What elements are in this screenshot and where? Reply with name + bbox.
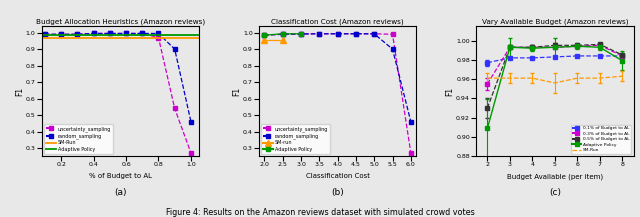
Title: Budget Allocation Heuristics (Amazon reviews): Budget Allocation Heuristics (Amazon rev… <box>36 18 205 25</box>
Title: Classification Cost (Amazon reviews): Classification Cost (Amazon reviews) <box>271 18 404 25</box>
Legend: uncertainty_sampling, random_sampling, SM-Run, Adaptive Policy: uncertainty_sampling, random_sampling, S… <box>44 124 113 154</box>
Title: Vary Available Budget (Amazon reviews): Vary Available Budget (Amazon reviews) <box>482 18 628 25</box>
Text: (a): (a) <box>114 188 127 197</box>
X-axis label: Budget Available (per item): Budget Available (per item) <box>507 173 603 179</box>
Y-axis label: F1: F1 <box>445 87 454 96</box>
Legend: 0.1% of Budget to AL, 0.3% of Budget to AL, 0.5% of Budget to AL, Adaptive Polic: 0.1% of Budget to AL, 0.3% of Budget to … <box>570 125 632 154</box>
X-axis label: Classification Cost: Classification Cost <box>306 173 370 179</box>
Text: (b): (b) <box>332 188 344 197</box>
Text: Figure 4: Results on the Amazon reviews dataset with simulated crowd votes: Figure 4: Results on the Amazon reviews … <box>166 208 474 217</box>
X-axis label: % of Budget to AL: % of Budget to AL <box>89 173 152 179</box>
Y-axis label: F1: F1 <box>15 87 24 96</box>
Legend: uncertainty_sampling, random_sampling, SM-run, Adaptive Policy: uncertainty_sampling, random_sampling, S… <box>261 124 330 154</box>
Text: (c): (c) <box>549 188 561 197</box>
Y-axis label: F1: F1 <box>232 87 241 96</box>
